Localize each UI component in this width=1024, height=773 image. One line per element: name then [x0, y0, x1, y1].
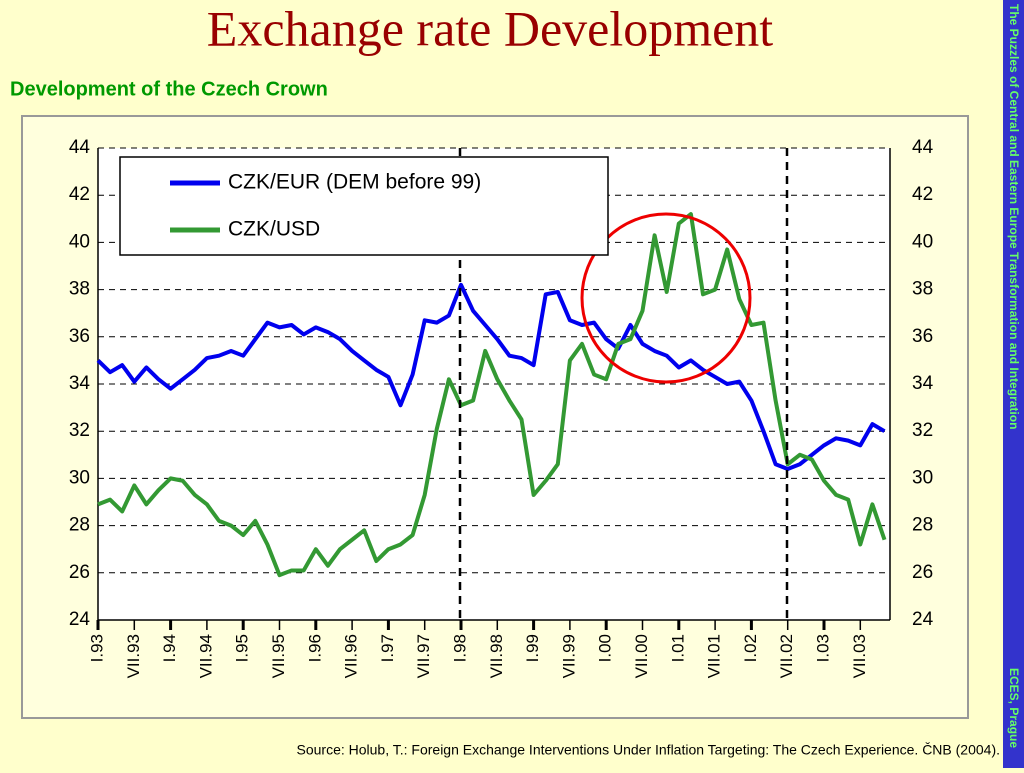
- y-tick-label: 40: [69, 231, 90, 252]
- legend-box: [119, 156, 609, 256]
- x-tick-label: VII.00: [632, 634, 651, 678]
- subtitle: Development of the Czech Crown: [10, 78, 328, 100]
- y-tick-label: 24: [69, 609, 91, 630]
- y-tick-label: 32: [69, 420, 90, 441]
- y-tick-label: 34: [69, 373, 91, 394]
- x-tick-label: VII.03: [850, 634, 869, 678]
- y2-tick-label: 42: [912, 184, 933, 205]
- x-tick-label: I.95: [233, 634, 252, 662]
- x-tick-label: I.00: [596, 634, 615, 662]
- x-tick-label: I.96: [305, 634, 324, 662]
- legend: CZK/EUR (DEM before 99) CZK/USD: [119, 156, 609, 256]
- y-tick-label: 44: [69, 137, 91, 158]
- x-tick-label: VII.98: [487, 634, 506, 678]
- series-line: [96, 282, 886, 471]
- y-tick-label: 36: [69, 326, 90, 347]
- x-tick-label: I.01: [668, 634, 687, 662]
- x-tick-label: VII.93: [124, 634, 143, 678]
- y2-tick-label: 40: [912, 231, 933, 252]
- y2-tick-label: 30: [912, 467, 933, 488]
- sidebar-text: The Puzzles of Central and Eastern Europ…: [1007, 4, 1021, 429]
- highlight-circle: [580, 212, 752, 384]
- y2-tick-label: 24: [912, 609, 934, 630]
- y2-tick-label: 26: [912, 562, 933, 583]
- x-tick-label: I.97: [378, 634, 397, 662]
- series-line: [97, 212, 887, 578]
- y2-tick-label: 44: [912, 137, 934, 158]
- y2-tick-label: 34: [912, 373, 934, 394]
- x-tick-label: VII.01: [705, 634, 724, 678]
- slide-title: Exchange rate Development: [207, 0, 774, 56]
- legend-label: CZK/EUR (DEM before 99): [228, 171, 481, 194]
- y-tick-label: 42: [69, 184, 90, 205]
- x-tick-label: VII.96: [342, 634, 361, 678]
- y2-tick-label: 36: [912, 326, 933, 347]
- x-tick-label: I.03: [813, 634, 832, 662]
- y-tick-label: 38: [69, 279, 90, 300]
- x-tick-label: I.02: [741, 634, 760, 662]
- legend-label: CZK/USD: [228, 218, 320, 241]
- x-tick-label: VII.02: [777, 634, 796, 678]
- x-tick-label: I.98: [450, 634, 469, 662]
- y-tick-label: 28: [69, 515, 90, 536]
- sidebar-text: ECES, Prague: [1007, 668, 1021, 748]
- x-tick-label: VII.97: [414, 634, 433, 678]
- source: Source: Holub, T.: Foreign Exchange Inte…: [297, 742, 1001, 758]
- x-tick-label: VII.99: [559, 634, 578, 678]
- sidebar: [1003, 0, 1024, 768]
- x-tick-label: I.94: [160, 634, 179, 662]
- y-tick-label: 30: [69, 467, 90, 488]
- x-tick-label: I.99: [523, 634, 542, 662]
- x-tick-label: VII.95: [269, 634, 288, 678]
- x-tick-label: I.93: [87, 634, 106, 662]
- y2-tick-label: 28: [912, 515, 933, 536]
- y-tick-label: 26: [69, 562, 90, 583]
- x-tick-label: VII.94: [196, 634, 215, 678]
- y2-tick-label: 32: [912, 420, 933, 441]
- y2-tick-label: 38: [912, 279, 933, 300]
